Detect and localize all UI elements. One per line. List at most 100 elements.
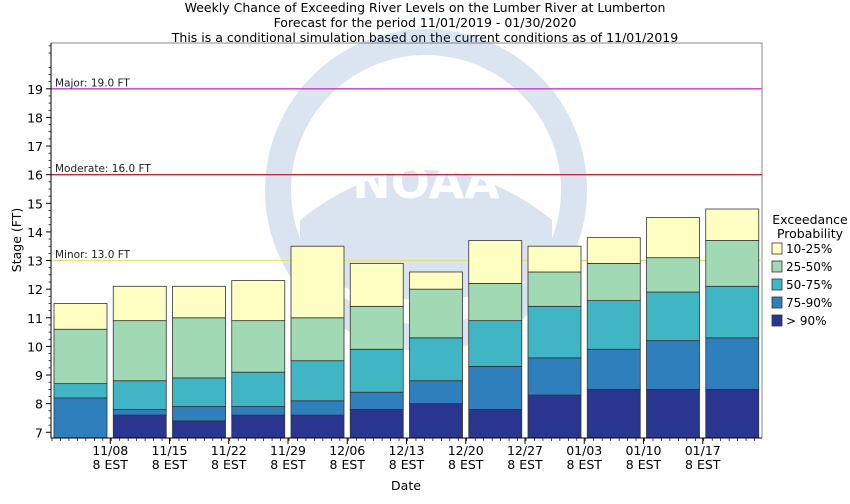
legend-label: > 90%: [786, 314, 827, 328]
x-tick-label: 8 EST: [389, 457, 425, 472]
y-tick-label: 17: [27, 139, 43, 154]
bar-segment: [53, 303, 108, 330]
x-tick-label: 11/08: [92, 443, 128, 458]
bar-segment: [646, 291, 700, 342]
x-tick-label: 8 EST: [626, 457, 662, 472]
bar-segment: [409, 271, 463, 290]
bar-segment: [409, 288, 463, 339]
bar-segment: [53, 328, 108, 385]
x-tick-label: 8 EST: [211, 457, 247, 472]
x-tick-label: 8 EST: [270, 457, 306, 472]
bar-segment: [112, 408, 167, 416]
noaa-watermark-text: NOAA: [352, 155, 500, 209]
y-tick-label: 11: [27, 311, 43, 326]
bar-segment: [172, 406, 226, 422]
chart-title-line: Weekly Chance of Exceeding River Levels …: [185, 0, 666, 15]
x-tick-label: 8 EST: [152, 457, 188, 472]
x-tick-label: 01/03: [566, 443, 602, 458]
bar-segment: [586, 388, 641, 439]
bar-segment: [527, 271, 582, 307]
bar-segment: [409, 403, 463, 439]
bar-segment: [468, 320, 523, 367]
x-tick-label: 11/29: [270, 443, 306, 458]
bar-segment: [646, 388, 700, 439]
x-tick-label: 11/15: [151, 443, 187, 458]
flood-stage-label: Major: 19.0 FT: [55, 77, 130, 89]
y-tick-label: 13: [27, 254, 43, 269]
bar-segment: [349, 262, 404, 307]
bar-segment: [172, 377, 226, 407]
bar-segment: [349, 305, 404, 350]
bar-segment: [112, 285, 167, 322]
bar-segment: [290, 317, 345, 362]
y-tick-label: 15: [27, 196, 43, 211]
bar-segment: [112, 320, 167, 382]
legend-swatch: [771, 296, 783, 309]
y-tick-label: 10: [27, 339, 43, 354]
bar-segment: [409, 337, 463, 382]
bar-segment: [527, 305, 582, 359]
y-axis-label: Stage (FT): [9, 208, 24, 272]
bar-segment: [409, 380, 463, 405]
x-tick-label: 8 EST: [330, 457, 366, 472]
y-tick-label: 8: [35, 397, 43, 412]
legend-label: 50-75%: [786, 278, 832, 292]
bar-segment: [172, 317, 226, 379]
bar-segment: [231, 280, 286, 322]
y-tick-label: 7: [35, 425, 43, 440]
y-tick-label: 18: [27, 110, 43, 125]
bar-segment: [705, 285, 760, 339]
bar-segment: [646, 340, 700, 390]
bar-segment: [231, 371, 286, 407]
legend-swatch: [771, 314, 783, 327]
flood-stage-label: Minor: 13.0 FT: [55, 249, 131, 261]
y-tick-label: 12: [27, 282, 43, 297]
bar-segment: [468, 283, 523, 322]
x-axis-label: Date: [391, 478, 421, 493]
bar-segment: [53, 397, 108, 439]
bar-segment: [290, 360, 345, 402]
x-tick-label: 11/22: [211, 443, 247, 458]
x-tick-label: 8 EST: [507, 457, 543, 472]
bar-segment: [172, 420, 226, 439]
bar-segment: [290, 400, 345, 416]
bar-segment: [468, 408, 523, 439]
bar-segment: [349, 391, 404, 410]
bar-segment: [112, 414, 167, 439]
bar-segment: [586, 348, 641, 390]
bar-segment: [705, 337, 760, 390]
x-tick-label: 12/06: [329, 443, 365, 458]
bar-segment: [527, 245, 582, 273]
bar-segment: [586, 237, 641, 264]
x-tick-label: 8 EST: [567, 457, 603, 472]
bar-segment: [586, 300, 641, 350]
bar-segment: [290, 414, 345, 439]
legend-label: 75-90%: [786, 296, 832, 310]
x-tick-label: 12/27: [507, 443, 543, 458]
chart-title-line: Forecast for the period 11/01/2019 - 01/…: [274, 15, 577, 30]
bar-segment: [705, 388, 760, 439]
flood-stage-label: Moderate: 16.0 FT: [55, 163, 151, 175]
x-tick-label: 01/10: [625, 443, 661, 458]
bar-segment: [705, 240, 760, 287]
bar-segment: [646, 257, 700, 293]
chart-title-line: This is a conditional simulation based o…: [171, 30, 678, 45]
legend-title: Probability: [777, 226, 844, 241]
chart-title: Weekly Chance of Exceeding River Levels …: [171, 0, 678, 45]
flood-stage-lines: Major: 19.0 FT Moderate: 16.0 FT Minor: 13…: [51, 77, 762, 262]
y-tick-label: 19: [27, 82, 43, 97]
bar-segment: [468, 366, 523, 410]
y-axis: 7 8 9 10 11 12 13 14 15 16 17 18 19: [27, 43, 52, 440]
x-tick-label: 8 EST: [448, 457, 484, 472]
bar-segment: [705, 208, 760, 241]
x-tick-label: 12/13: [388, 443, 424, 458]
bar-segment: [231, 406, 286, 416]
bar-segment: [349, 408, 404, 439]
x-tick-label: 01/17: [685, 443, 721, 458]
bar-segment: [231, 320, 286, 373]
bar-segment: [172, 285, 226, 319]
x-tick-label: 8 EST: [685, 457, 721, 472]
x-tick-label: 8 EST: [93, 457, 129, 472]
bar-segment: [53, 383, 108, 399]
